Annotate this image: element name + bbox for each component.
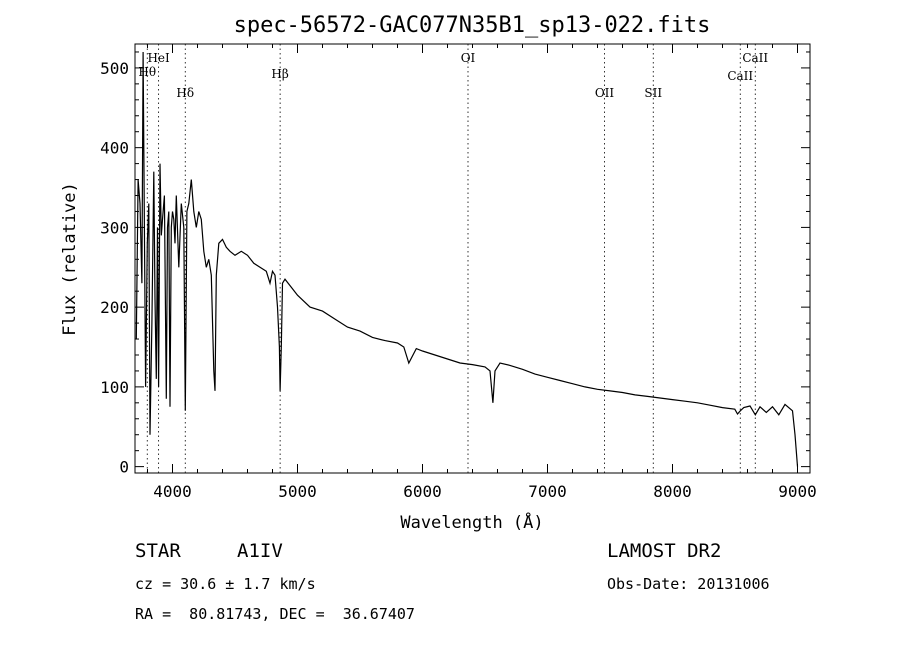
x-tick-label: 8000 bbox=[653, 482, 692, 501]
y-axis-label: Flux (relative) bbox=[60, 182, 80, 336]
spectral-line-label: Hθ bbox=[138, 65, 156, 79]
spectral-line-label: SII bbox=[644, 86, 662, 100]
plot-frame bbox=[134, 43, 811, 474]
x-tick-label: 7000 bbox=[528, 482, 567, 501]
spectral-line-label: Hβ bbox=[271, 67, 288, 81]
x-tick-label: 4000 bbox=[153, 482, 192, 501]
y-tick-label: 100 bbox=[100, 378, 129, 397]
x-tick-label: 9000 bbox=[778, 482, 817, 501]
spectral-line-label: OI bbox=[461, 51, 476, 65]
spectral-line-label: OII bbox=[595, 86, 615, 100]
x-tick-label: 5000 bbox=[278, 482, 317, 501]
y-tick-label: 400 bbox=[100, 139, 129, 158]
spectrum-line bbox=[135, 51, 799, 467]
redshift-info: cz = 30.6 ± 1.7 km/s bbox=[135, 575, 316, 593]
y-tick-label: 200 bbox=[100, 298, 129, 317]
x-tick-label: 6000 bbox=[403, 482, 442, 501]
axis-ticks: 4000 5000 6000 7000 8000 9000 0 100 200 300 400 500 bbox=[100, 44, 817, 501]
y-tick-label: 500 bbox=[100, 59, 129, 78]
chart-title: spec-56572-GAC077N35B1_sp13-022.fits bbox=[234, 13, 711, 38]
observation-date: Obs-Date: 20131006 bbox=[607, 575, 770, 593]
y-tick-label: 0 bbox=[119, 458, 129, 477]
coordinates: RA = 80.81743, DEC = 36.67407 bbox=[135, 605, 415, 623]
spectral-line-label: CaII bbox=[742, 51, 768, 65]
spectral-line-label: CaII bbox=[727, 69, 753, 83]
spectral-line-label: Hδ bbox=[176, 86, 194, 100]
object-class: STAR bbox=[135, 540, 181, 562]
x-axis-label: Wavelength (Å) bbox=[400, 511, 543, 533]
y-tick-label: 300 bbox=[100, 218, 129, 237]
survey-name: LAMOST DR2 bbox=[607, 540, 722, 562]
object-subclass: A1IV bbox=[237, 540, 283, 562]
spectral-line-label: HeI bbox=[147, 51, 170, 65]
